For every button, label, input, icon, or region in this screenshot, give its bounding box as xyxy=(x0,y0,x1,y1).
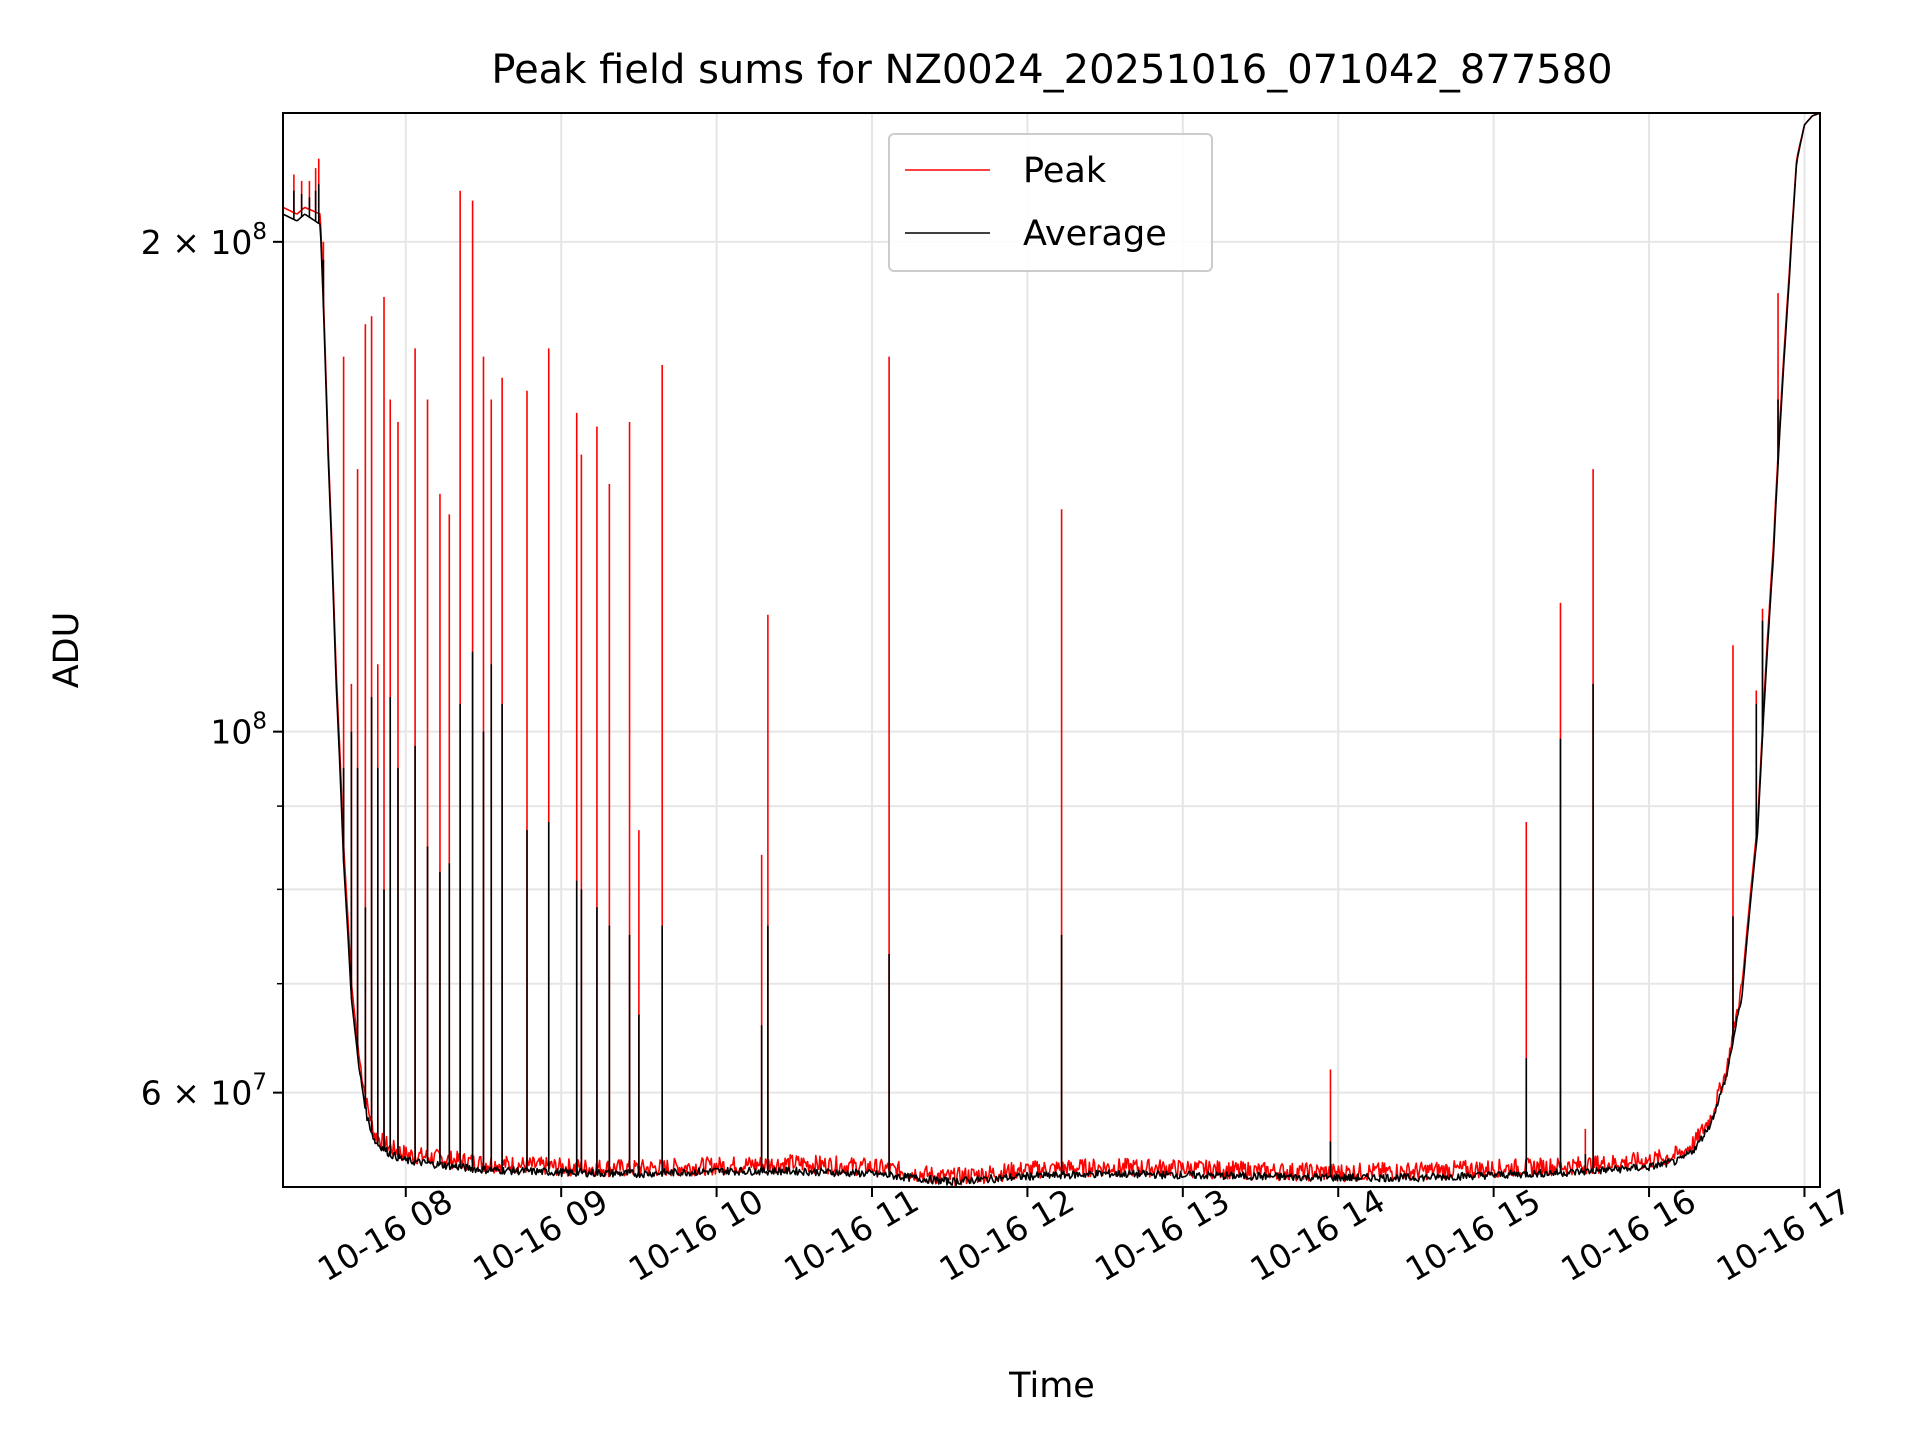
legend-box xyxy=(888,133,1213,272)
series-line-average xyxy=(282,112,1821,1186)
chart-title: Peak field sums for NZ0024_20251016_0710… xyxy=(491,47,1612,93)
series-line-peak xyxy=(282,112,1821,1188)
y-tick-label: 2 × 108 xyxy=(141,219,267,262)
x-axis-label: Time xyxy=(1008,1366,1095,1406)
legend: Peak Average xyxy=(888,133,1213,272)
plot-layer xyxy=(282,112,1821,1188)
y-tick-label: 108 xyxy=(210,709,267,752)
y-tick-label: 6 × 107 xyxy=(141,1070,267,1113)
grid-layer xyxy=(283,113,1820,1187)
plot-frame xyxy=(282,112,1821,1188)
y-axis-label: ADU xyxy=(47,612,87,689)
legend-peak-label: Peak xyxy=(1023,151,1107,191)
legend-average-label: Average xyxy=(1023,214,1167,254)
